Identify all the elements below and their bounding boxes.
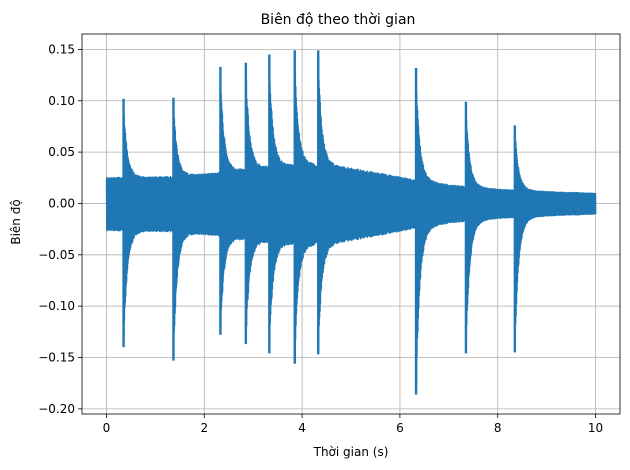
y-tick-label: −0.20	[38, 402, 75, 416]
y-axis-title: Biên độ	[9, 199, 23, 244]
x-axis-title: Thời gian (s)	[313, 445, 389, 459]
y-tick-label: −0.05	[38, 248, 75, 262]
y-tick-label: 0.10	[48, 94, 75, 108]
ticks-layer: 0 2 4 6 8 10 −0.20 −0.15 −0.10 −0.05 0.00 0.05 0.10 0…	[38, 42, 603, 435]
x-tick-label: 8	[494, 421, 502, 435]
data-layer	[105, 50, 597, 395]
y-tick-label: 0.00	[48, 196, 75, 210]
plot-frame	[81, 33, 621, 415]
x-tick-label: 6	[396, 421, 404, 435]
x-tick-label: 0	[103, 421, 111, 435]
y-tick-label: 0.15	[48, 42, 75, 56]
y-tick-label: −0.10	[38, 299, 75, 313]
x-tick-label: 2	[200, 421, 208, 435]
x-tick-label: 10	[588, 421, 603, 435]
y-tick-label: −0.15	[38, 351, 75, 365]
x-tick-label: 4	[298, 421, 306, 435]
chart-title: Biên độ theo thời gian	[261, 12, 416, 28]
y-tick-label: 0.05	[48, 145, 75, 159]
